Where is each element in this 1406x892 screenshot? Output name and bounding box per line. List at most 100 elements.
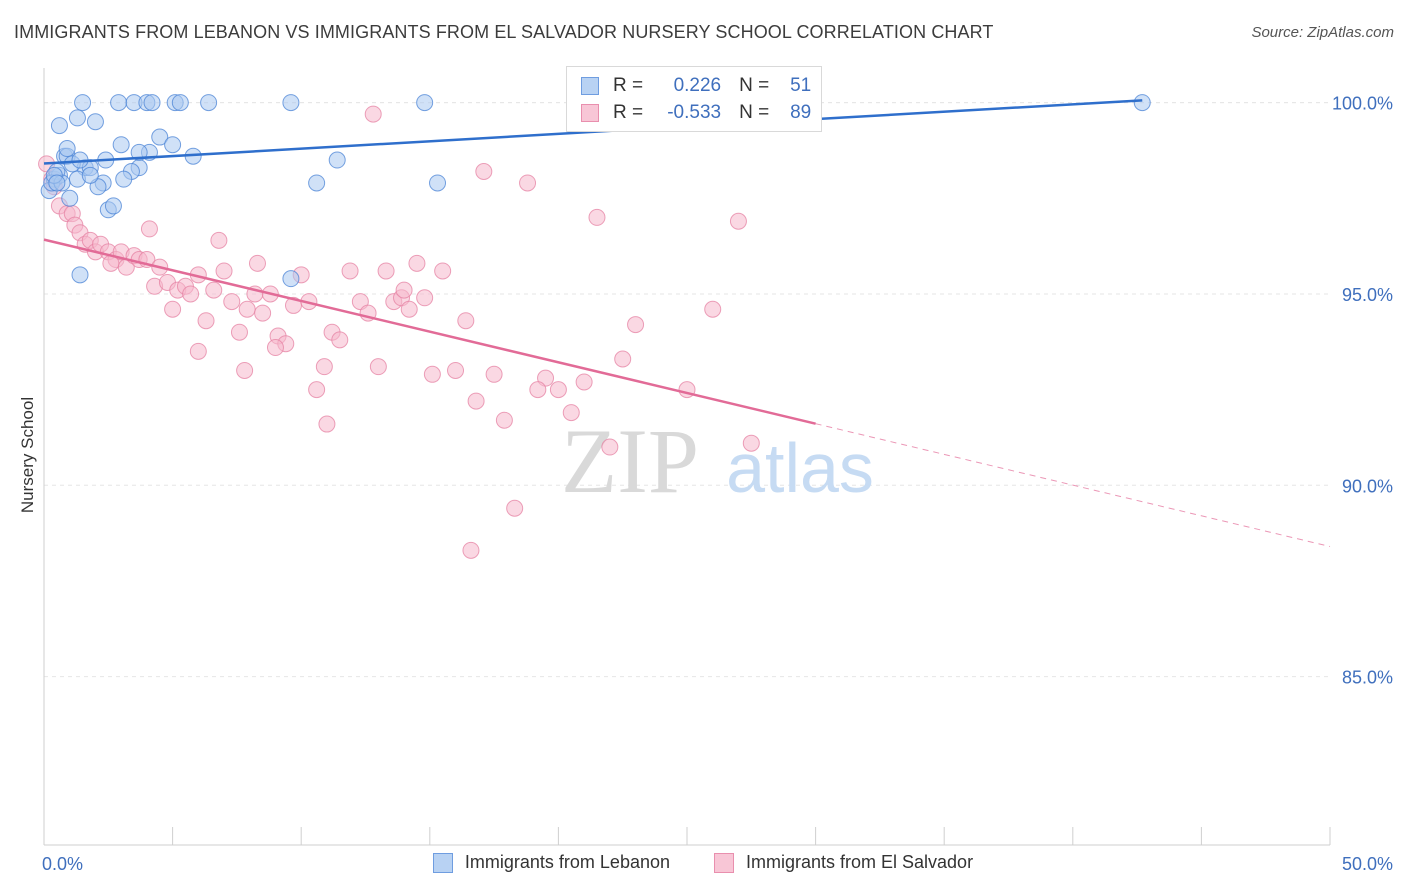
- salvador-point-64: [519, 174, 537, 192]
- lebanon-point-40: [130, 143, 148, 161]
- x-tick-label-max: 50.0%: [1342, 854, 1393, 874]
- n-label: N =: [739, 102, 770, 123]
- stats-legend: R = 0.226 N = 51 R = -0.533 N = 89: [566, 66, 822, 132]
- y-tick-label-85: 85.0%: [1342, 668, 1393, 688]
- source-label: Source: ZipAtlas.com: [1251, 24, 1394, 41]
- salvador-point-72: [627, 316, 645, 334]
- salvador-point-27: [197, 312, 215, 330]
- salvador-point-81: [140, 220, 158, 238]
- salvador-point-69: [588, 208, 606, 226]
- lebanon-legend-swatch: [432, 852, 453, 873]
- y-tick-label-100: 100.0%: [1332, 94, 1393, 114]
- salvador-point-34: [254, 304, 272, 322]
- lebanon-point-38: [429, 174, 447, 192]
- y-axis-label: Nursery School: [18, 396, 37, 514]
- salvador-point-60: [475, 162, 493, 180]
- salvador-r-value: -0.533: [667, 102, 722, 123]
- lebanon-point-7: [200, 94, 218, 112]
- axes: [43, 68, 1331, 846]
- salvador-legend-swatch: [714, 852, 734, 873]
- salvador-point-80: [248, 254, 266, 272]
- stats-row-lebanon: R = 0.226 N = 51: [581, 73, 811, 99]
- lebanon-n-value: 51: [790, 75, 812, 96]
- salvador-n-value: 89: [790, 102, 812, 123]
- chart-title: IMMIGRANTS FROM LEBANON VS IMMIGRANTS FR…: [14, 22, 994, 42]
- lebanon-r-value: 0.226: [673, 75, 722, 96]
- salvador-point-77: [364, 105, 382, 123]
- salvador-point-63: [506, 499, 524, 517]
- lebanon-point-13: [86, 113, 104, 131]
- salvador-trend-line: [43, 238, 816, 425]
- lebanon-point-14: [112, 136, 130, 154]
- lebanon-point-8: [282, 94, 300, 112]
- salvador-point-53: [408, 254, 426, 272]
- salvador-point-32: [238, 300, 256, 318]
- lebanon-point-6: [171, 94, 189, 112]
- salvador-point-49: [377, 262, 395, 280]
- salvador-point-59: [467, 392, 485, 410]
- salvador-point-61: [485, 365, 503, 383]
- salvador-point-85: [529, 381, 547, 399]
- salvador-point-58: [457, 312, 475, 330]
- y-tick-label-95: 95.0%: [1342, 285, 1393, 305]
- salvador-point-42: [315, 358, 333, 376]
- salvador-point-48: [369, 358, 387, 376]
- salvador-point-31: [230, 323, 248, 341]
- r-label: R =: [613, 75, 644, 96]
- legend-item-salvador[interactable]: Immigrants from El Salvador: [714, 852, 973, 873]
- salvador-point-87: [395, 281, 413, 299]
- watermark-zip: ZIP: [561, 410, 699, 512]
- salvador-point-45: [341, 262, 359, 280]
- salvador-point-79: [210, 231, 228, 249]
- lebanon-point-1: [110, 94, 128, 112]
- salvador-point-66: [549, 381, 567, 399]
- salvador-point-56: [434, 262, 452, 280]
- salvador-point-52: [400, 300, 418, 318]
- lebanon-point-11: [50, 117, 68, 135]
- salvador-swatch: [581, 104, 599, 122]
- lebanon-swatch: [581, 77, 599, 95]
- salvador-point-86: [266, 339, 284, 357]
- salvador-point-71: [614, 350, 632, 368]
- salvador-point-55: [423, 365, 441, 383]
- legend-item-lebanon[interactable]: Immigrants from Lebanon: [432, 852, 670, 873]
- data-points: [38, 94, 1151, 559]
- legend-label-lebanon: Immigrants from Lebanon: [464, 852, 670, 872]
- salvador-point-54: [416, 289, 434, 307]
- salvador-point-75: [729, 212, 747, 230]
- lebanon-point-48: [58, 140, 76, 158]
- salvador-point-76: [742, 434, 760, 452]
- salvador-point-78: [236, 361, 254, 379]
- lebanon-point-45: [104, 197, 122, 215]
- salvador-point-68: [575, 373, 593, 391]
- lebanon-point-23: [61, 189, 79, 207]
- lebanon-point-44: [48, 174, 66, 192]
- r-label: R =: [613, 102, 644, 123]
- lebanon-point-15: [151, 128, 169, 146]
- lebanon-point-46: [115, 170, 133, 188]
- lebanon-point-41: [81, 166, 99, 184]
- x-tick-label-min: 0.0%: [42, 854, 83, 874]
- lebanon-point-37: [308, 174, 326, 192]
- stats-row-salvador: R = -0.533 N = 89: [581, 100, 811, 126]
- lebanon-point-0: [74, 94, 92, 112]
- salvador-point-88: [189, 342, 207, 360]
- salvador-point-74: [704, 300, 722, 318]
- salvador-point-25: [182, 285, 200, 303]
- salvador-point-41: [308, 381, 326, 399]
- salvador-point-22: [164, 300, 182, 318]
- lebanon-point-50: [71, 266, 89, 284]
- y-tick-label-90: 90.0%: [1342, 476, 1393, 496]
- salvador-point-67: [562, 404, 580, 422]
- n-label: N =: [739, 75, 770, 96]
- tick-labels: 85.0% 90.0% 95.0% 100.0% 0.0% 50.0%: [42, 94, 1393, 874]
- salvador-point-57: [447, 361, 465, 379]
- salvador-point-62: [495, 411, 513, 429]
- salvador-point-83: [318, 415, 336, 433]
- salvador-point-44: [331, 331, 349, 349]
- lebanon-point-12: [68, 109, 86, 127]
- salvador-trend-extension: [815, 423, 1331, 548]
- lebanon-point-10: [1133, 94, 1151, 112]
- salvador-point-29: [215, 262, 233, 280]
